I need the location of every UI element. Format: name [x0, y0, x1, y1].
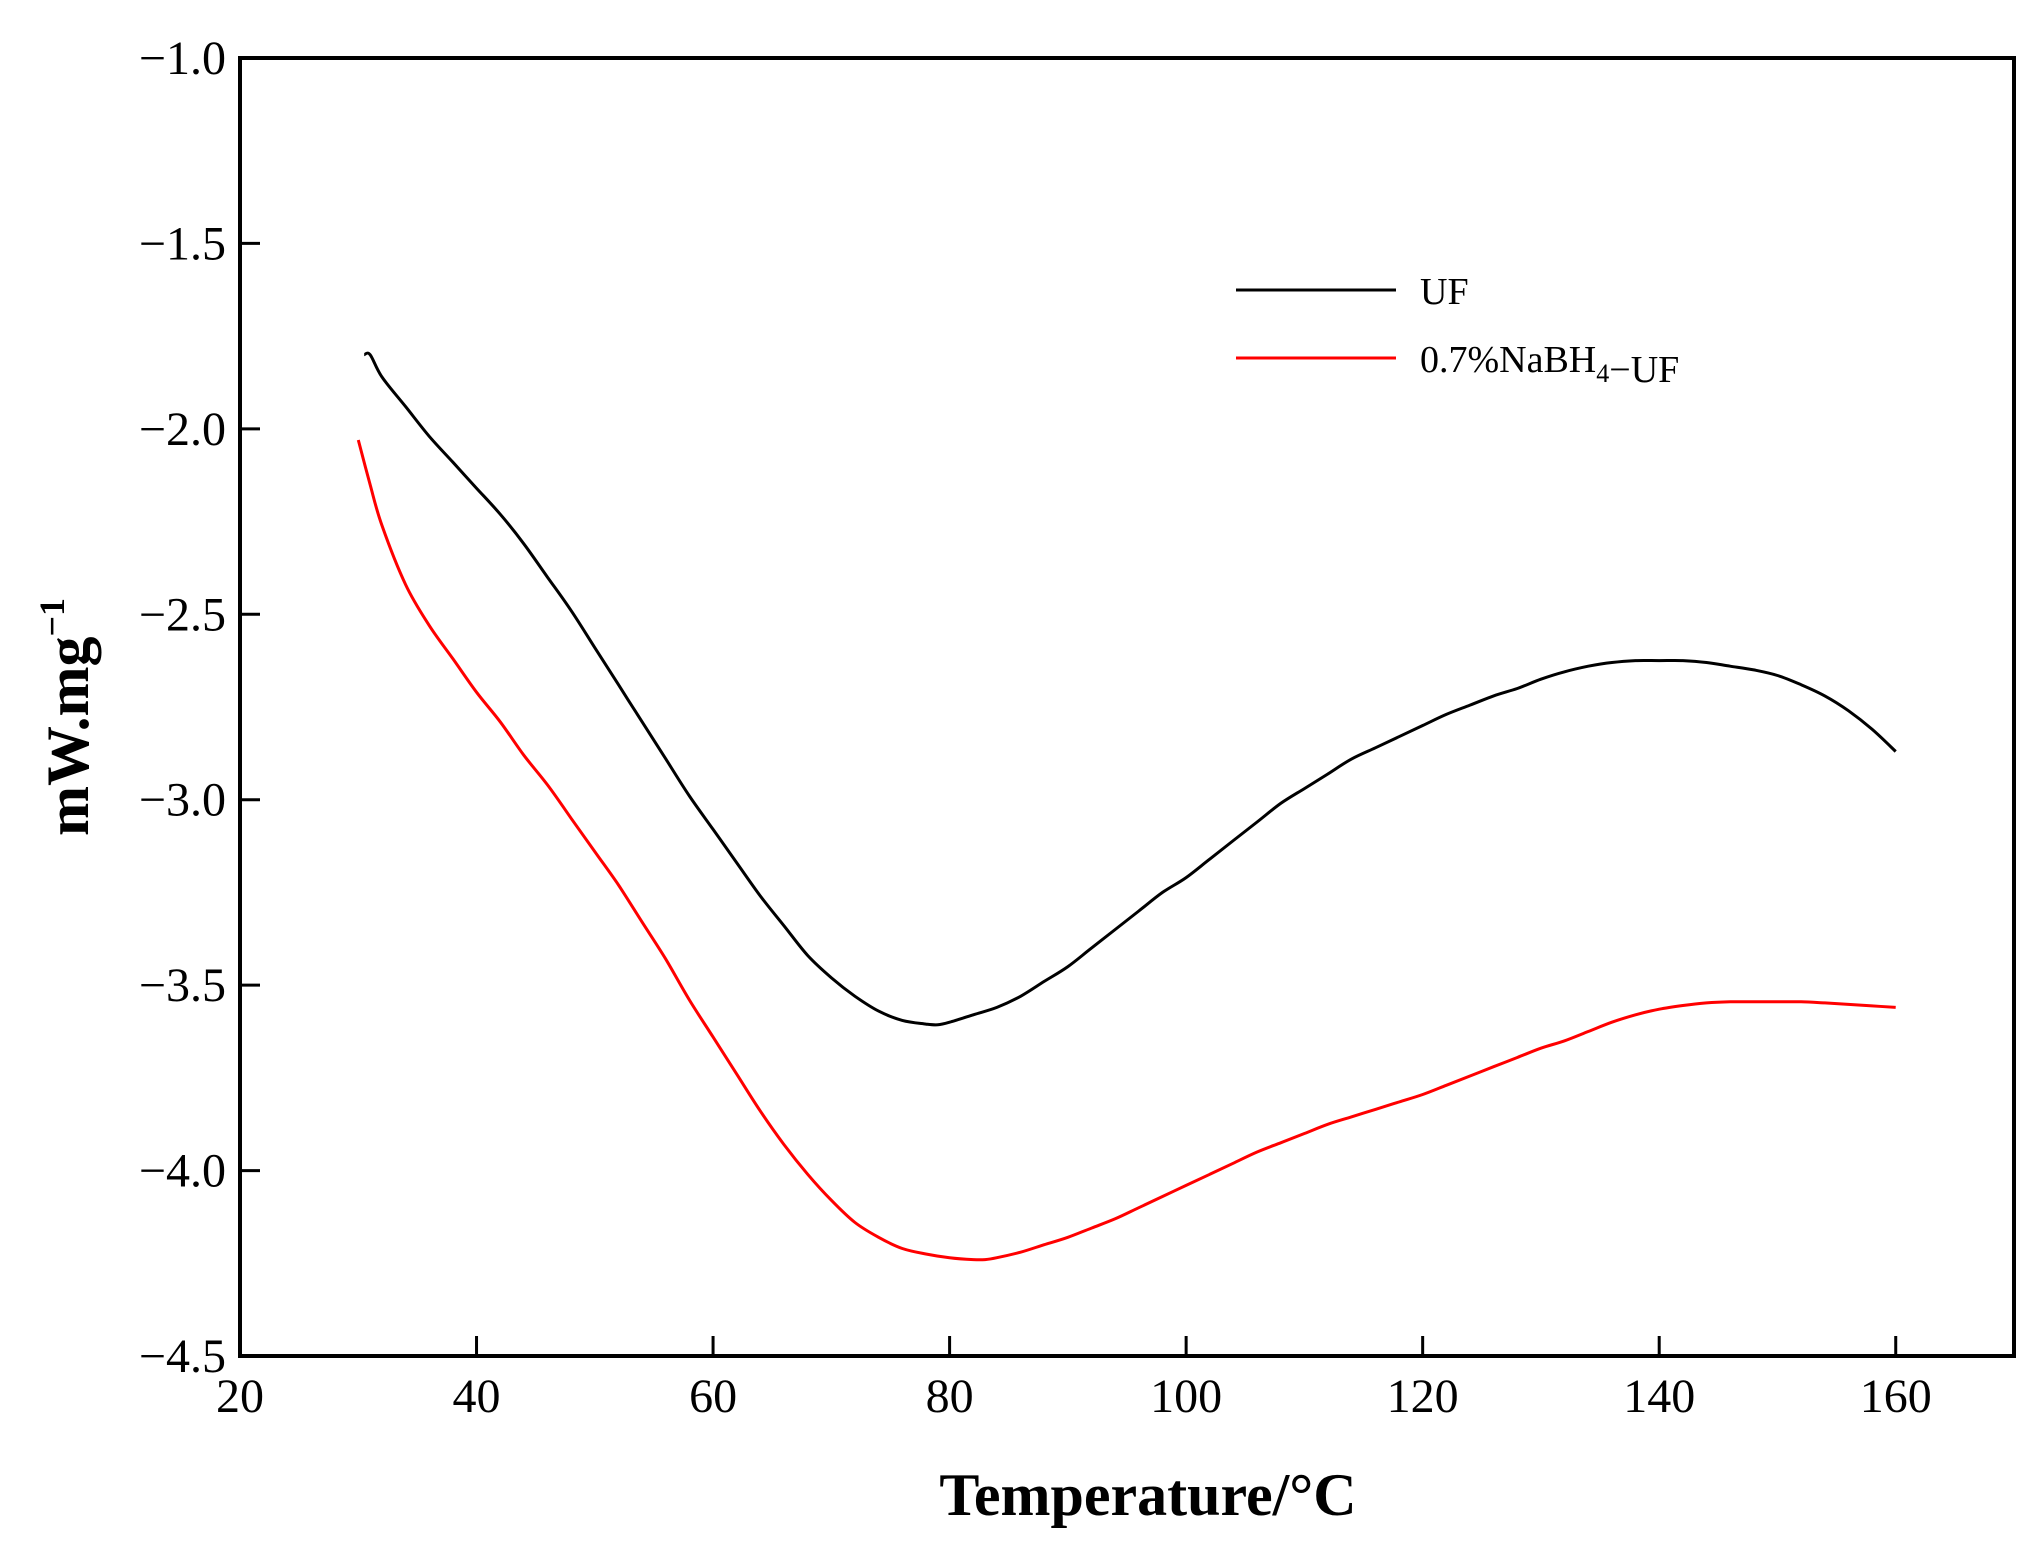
y-axis-title-main: mW.mg	[35, 637, 101, 836]
legend-label-part: −UF	[1609, 349, 1679, 391]
y-axis-title: mW.mg−1	[32, 598, 101, 836]
x-tick-label: 140	[1623, 1370, 1695, 1423]
legend-label-part: 0.7%NaBH	[1420, 339, 1596, 381]
axes-layer: 20 40 60 80 100 120 140 160 −1.0 −1.5 −2.0 −2.5 −3.0…	[139, 32, 1932, 1423]
legend-label: 0.7%NaBH4−UF	[1420, 339, 1679, 391]
legend: UF 0.7%NaBH4−UF	[1236, 271, 1679, 391]
series-line	[356, 439, 1896, 1262]
plot-frame	[238, 56, 2016, 1358]
y-tick-label: −1.0	[139, 32, 226, 85]
x-tick-label: 100	[1150, 1370, 1222, 1423]
legend-label-subscript: 4	[1596, 359, 1609, 388]
series-line	[363, 351, 1897, 1027]
y-axis-title-superscript: −1	[32, 598, 72, 637]
x-tick-label: 60	[689, 1370, 737, 1423]
y-tick-label: −3.0	[139, 774, 226, 827]
x-tick-label: 120	[1387, 1370, 1459, 1423]
y-tick-label: −1.5	[139, 217, 226, 270]
x-tick-label: 40	[453, 1370, 501, 1423]
series-layer	[356, 351, 1897, 1262]
y-tick-label: −3.5	[139, 959, 226, 1012]
y-tick-label: −4.0	[139, 1145, 226, 1198]
y-tick-label: −4.5	[139, 1330, 226, 1383]
legend-label: UF	[1420, 271, 1469, 313]
y-tick-label: −2.5	[139, 588, 226, 641]
x-tick-label: 80	[926, 1370, 974, 1423]
x-tick-label: 160	[1860, 1370, 1932, 1423]
y-tick-label: −2.0	[139, 403, 226, 456]
x-tick-label: 20	[216, 1370, 264, 1423]
legend-label-part: UF	[1420, 271, 1469, 313]
x-axis-title: Temperature/°C	[939, 1462, 1356, 1528]
